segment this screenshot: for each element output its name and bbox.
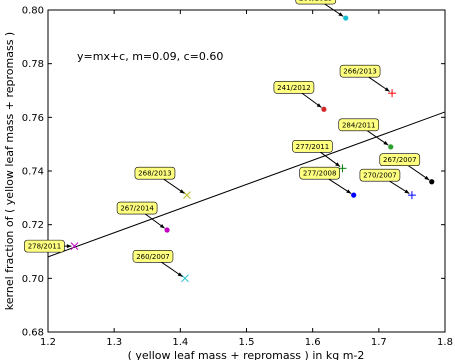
point-label: 284/2011 [342,121,376,129]
label-arrowhead [383,140,389,146]
data-point [388,89,397,98]
y-tick-label: 0.70 [22,274,44,285]
y-axis-label: kernel fraction of ( yellow leaf mass + … [3,32,16,310]
label-arrowhead [316,103,322,108]
data-point [407,191,416,200]
label-arrowhead [404,189,410,194]
label-arrowhead [335,162,341,167]
x-tick-label: 1.3 [106,337,122,348]
label-arrowhead [177,272,183,277]
point-label: 260/2007 [136,253,170,261]
point-label-box [379,153,421,167]
point-label: 268/2013 [138,170,172,178]
label-arrowhead [159,223,165,229]
point-label-box [132,250,174,263]
label-arrowhead [338,12,344,17]
label-arrowhead [66,244,72,249]
data-point [181,274,189,283]
x-tick-label: 1.5 [239,337,255,348]
point-label: 277/2008 [303,170,337,178]
fit-equation: y=mx+c, m=0.09, c=0.60 [77,50,223,63]
data-point [343,15,349,21]
point-label-box [273,80,315,94]
point-label-box [339,64,381,78]
data-point [321,106,327,112]
data-point [429,179,435,185]
point-label: 277/2011 [296,143,330,151]
x-axis-label: ( yellow leaf mass + repromass ) in kg m… [128,349,365,360]
point-label: 267/2007 [383,156,417,164]
point-label: 266/2013 [343,68,377,76]
label-arrowhead [179,189,185,194]
data-point [183,191,191,200]
point-label-box [134,166,176,180]
y-tick-label: 0.80 [22,6,44,17]
y-tick-label: 0.76 [22,113,44,124]
x-tick-label: 1.6 [305,337,321,348]
fit-line [47,111,446,258]
data-point [388,144,394,150]
y-tick-label: 0.72 [22,220,44,231]
point-label-box [116,201,158,215]
data-point [338,164,347,173]
y-tick-label: 0.78 [22,59,44,70]
x-tick-label: 1.8 [437,337,453,348]
point-label: 270/2007 [363,172,397,180]
label-arrowhead [346,189,352,194]
point-label-box [24,239,65,253]
point-label-box [295,0,337,5]
x-tick-label: 1.7 [371,337,387,348]
data-point [351,192,357,198]
data-point [164,227,170,233]
x-tick-label: 1.4 [172,337,188,348]
point-label: 278/2011 [28,243,62,251]
point-label: 241/2012 [277,84,311,92]
y-tick-label: 0.74 [22,167,44,178]
data-point [70,242,79,250]
label-arrowhead [424,175,430,181]
y-tick-label: 0.68 [22,328,44,339]
point-label-box [292,140,333,153]
point-label-box [299,166,340,180]
point-label-box [359,168,401,182]
point-label: 260/2013 [299,0,333,3]
point-label-box [338,118,380,132]
x-tick-label: 1.2 [40,337,56,348]
point-label: 267/2014 [120,205,154,213]
label-arrowhead [384,87,390,92]
